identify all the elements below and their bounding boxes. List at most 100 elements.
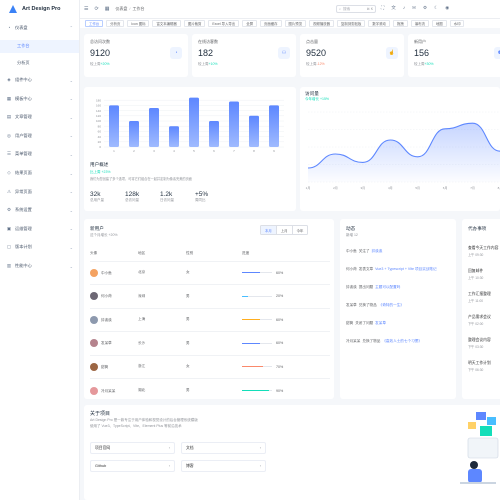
tab[interactable]: 地图: [431, 20, 447, 27]
sidebar-subitem[interactable]: 分析页: [17, 60, 30, 66]
sidebar-item[interactable]: ☰ 菜单管理 ⌄: [0, 148, 79, 161]
theme-icon[interactable]: ☾: [434, 5, 439, 10]
tab[interactable]: 拖拽: [392, 20, 408, 27]
region-cell: 北京: [138, 260, 186, 285]
sidebar-subitem[interactable]: 工作台: [0, 39, 79, 53]
activity-target[interactable]: 发呆草: [375, 321, 386, 325]
y-tick-label: 0: [99, 145, 101, 149]
metric-value: 1.2k: [160, 191, 173, 198]
sidebar-item[interactable]: ◎ 用户管理 ⌄: [0, 129, 79, 142]
table-row[interactable]: 誶诶诶 上海男 60%: [90, 307, 330, 332]
about-link-label: Github: [95, 464, 107, 468]
overview-metric: 128k 总访问量: [125, 191, 139, 203]
illustration-block: [480, 426, 492, 436]
settings-icon[interactable]: ⚙: [422, 5, 428, 10]
sidebar-item[interactable]: ▣ 运维管理 ⌄: [0, 222, 79, 235]
bar[interactable]: [129, 121, 139, 147]
activity-target[interactable]: Vue3 + Typescript + Vite 项目实战笔记: [375, 267, 437, 271]
stat-compare: 较上周+30%: [414, 62, 434, 67]
tab[interactable]: 富文本编辑器: [152, 20, 181, 27]
tab[interactable]: 数字滚动: [368, 20, 390, 27]
x-tick-label: 5月: [415, 186, 420, 190]
chat-icon[interactable]: ✉: [412, 5, 416, 10]
bar[interactable]: [249, 115, 259, 147]
bar[interactable]: [169, 126, 179, 147]
tab[interactable]: 图片裁剪: [183, 20, 206, 27]
language-icon[interactable]: 文: [391, 5, 396, 10]
table-row[interactable]: 甜筒 浙江女 70%: [90, 354, 330, 379]
bar[interactable]: [149, 108, 159, 147]
tab[interactable]: 水印: [449, 20, 465, 27]
user-cell: 发呆草: [90, 331, 138, 355]
sidebar-item[interactable]: ◈ 组件中心 ⌄: [0, 74, 79, 87]
progress-fill: [242, 366, 263, 368]
sidebar-item[interactable]: ▢ 版本计划 ⌄: [0, 241, 79, 254]
sidebar-item[interactable]: ◔ 仪表盘 ⌃: [0, 21, 79, 34]
tab[interactable]: Icon 图标: [127, 20, 150, 27]
bar[interactable]: [229, 101, 239, 148]
breadcrumb-item[interactable]: 仪表盘: [115, 6, 128, 11]
bar[interactable]: [209, 121, 219, 147]
stat-value: 182: [198, 48, 214, 58]
tab[interactable]: 视频播放器: [309, 20, 335, 27]
stat-icon: ⚉: [494, 47, 500, 59]
fullscreen-icon[interactable]: ⛶: [381, 5, 385, 10]
bar[interactable]: [269, 105, 279, 147]
tab[interactable]: 复制到剪贴板: [337, 20, 366, 27]
tab[interactable]: 工作台: [85, 20, 104, 27]
x-tick-label: 3: [153, 149, 155, 153]
avatar[interactable]: ◉: [445, 5, 450, 10]
logo[interactable]: Art Design Pro: [0, 0, 79, 18]
todo-date: 下午 02:00: [468, 322, 484, 326]
period-option[interactable]: 本月: [261, 226, 276, 234]
todo-date: 上午 10:30: [468, 276, 484, 280]
table-row[interactable]: 中小鱼 北京女 60%: [90, 260, 330, 285]
sidebar-item[interactable]: ◇ 结果页面 ⌄: [0, 167, 79, 180]
tab[interactable]: 图片预览: [284, 20, 307, 27]
sidebar-item-icon: ▢: [6, 244, 12, 250]
sidebar-item[interactable]: ▤ 文章管理 ⌄: [0, 111, 79, 124]
tab[interactable]: 页面缓存: [259, 20, 282, 27]
about-link[interactable]: 项目官网 ›: [90, 442, 175, 454]
menu-fold-icon[interactable]: ☰: [84, 6, 89, 12]
activity-target[interactable]: 誶诶诶: [371, 249, 383, 253]
y-tick-label: 40: [98, 135, 102, 139]
stat-card: 在线访客数 182 较上周+10% ⚇: [192, 34, 296, 77]
stat-compare-label: 较上周: [90, 62, 101, 66]
metric-value: +5%: [195, 191, 209, 198]
bar[interactable]: [189, 97, 199, 147]
tab[interactable]: 瀑布流: [410, 20, 429, 27]
sidebar-item[interactable]: ▦ 模板中心 ⌄: [0, 92, 79, 105]
sidebar-item[interactable]: ▥ 性能中心 ⌄: [0, 260, 79, 273]
about-link[interactable]: 博客 ›: [181, 460, 266, 472]
about-link[interactable]: 文档 ›: [181, 442, 266, 454]
grid-icon[interactable]: ▦: [104, 6, 110, 12]
sidebar-item-icon: ▣: [6, 225, 12, 231]
bar[interactable]: [109, 105, 119, 147]
activity-target[interactable]: 《高效人士的七个习惯》: [382, 339, 422, 343]
about-link[interactable]: Github ›: [90, 460, 175, 472]
tab[interactable]: Excel 导入导出: [208, 20, 240, 27]
search-input[interactable]: ⌕ 搜索 ⌘ K: [336, 5, 376, 13]
table-row[interactable]: 冷月呆呆 湖北男 90%: [90, 378, 330, 402]
user-avatar: [90, 362, 98, 371]
notification-icon[interactable]: ♪: [402, 5, 406, 10]
period-option[interactable]: 今年: [291, 226, 308, 234]
period-option[interactable]: 上月: [275, 226, 292, 234]
activity-target[interactable]: 《奇特的一生》: [378, 303, 404, 307]
sidebar-item[interactable]: ⚙ 系统设置 ⌄: [0, 204, 79, 217]
progress-fill: [242, 342, 260, 344]
refresh-icon[interactable]: ⟳: [94, 6, 99, 12]
tab[interactable]: 分析页: [106, 20, 125, 27]
x-tick-label: 6月: [443, 186, 448, 190]
sidebar-item-label: 模板中心: [15, 95, 32, 101]
series-line[interactable]: [307, 122, 500, 169]
activity-target[interactable]: 主题可以配置吗: [375, 285, 401, 289]
sidebar-item[interactable]: ⚠ 异常页面 ⌄: [0, 185, 79, 198]
y-tick-label: 60: [98, 130, 102, 134]
tab[interactable]: 全屏: [242, 20, 257, 27]
table-row[interactable]: 发呆草 长沙男 60%: [90, 331, 330, 355]
overview-desc: 我们为您创建了多个选项，可将它们组合在一起并定制为像素完美的页面: [90, 177, 192, 181]
table-row[interactable]: 何小荷 深圳男 20%: [90, 284, 330, 308]
x-tick-label: 3月: [361, 186, 366, 190]
